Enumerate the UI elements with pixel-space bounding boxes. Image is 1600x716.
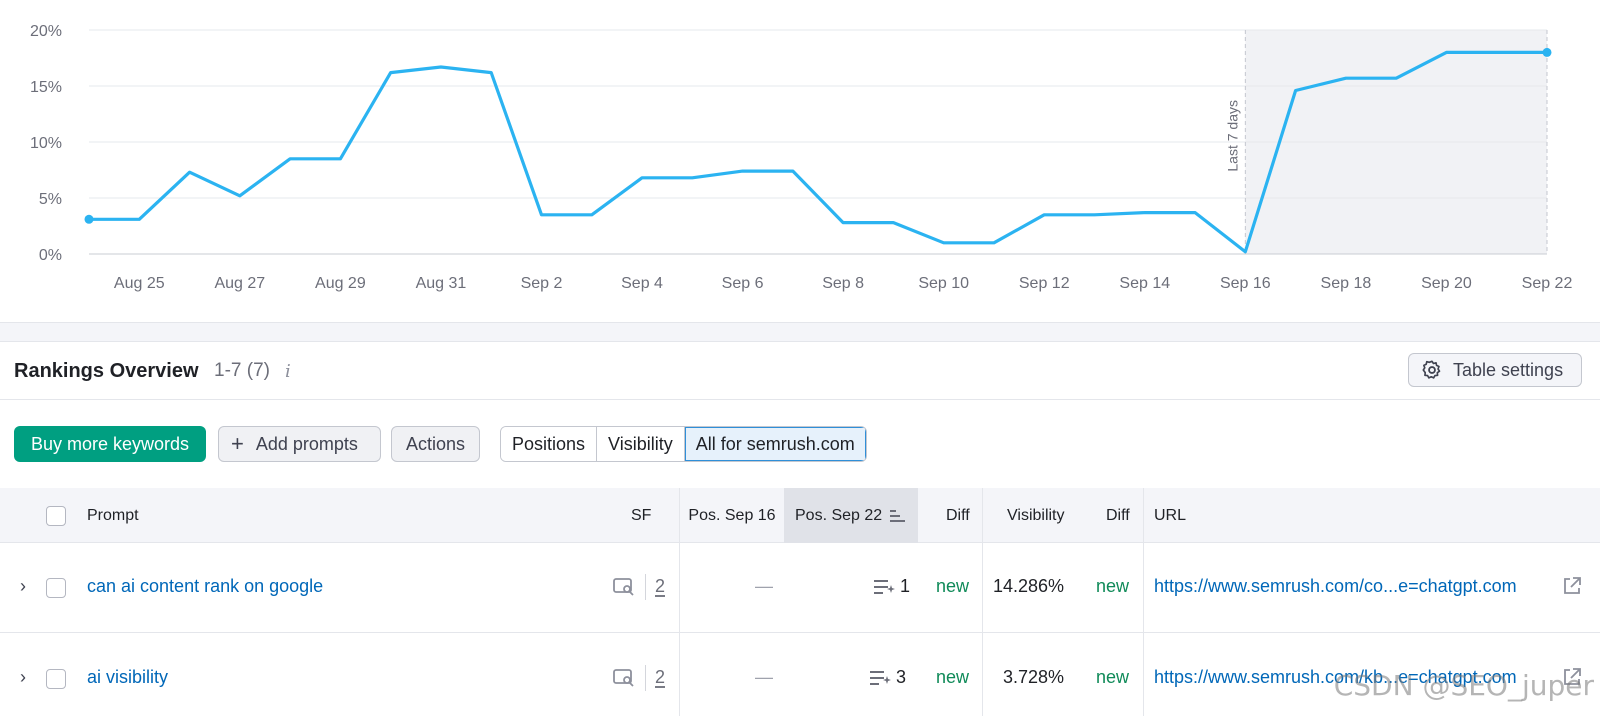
external-link-icon[interactable] [1562,667,1582,687]
row-checkbox[interactable] [46,578,66,598]
header-pos-old[interactable]: Pos. Sep 16 [688,506,776,524]
segment-all-for-domain[interactable]: All for semrush.com [684,427,866,461]
rankings-table: Prompt SF Pos. Sep 16 Pos. Sep 22 Diff V… [0,488,1600,716]
table-header: Prompt SF Pos. Sep 16 Pos. Sep 22 Diff V… [0,488,1600,543]
x-tick-label: Sep 2 [521,275,563,292]
x-tick-label: Sep 12 [1019,275,1070,292]
url-link[interactable]: https://www.semrush.com/co...e=chatgpt.c… [1154,576,1517,596]
ai-prompt-icon [874,578,896,596]
visibility-chart: 0% 5% 10% 15% 20% Last 7 days Aug 25 Aug 27 Aug … [0,0,1600,322]
toolbar: Buy more keywords + Add prompts Actions … [0,400,1600,488]
y-tick-label: 5% [39,191,62,208]
plus-icon: + [231,431,244,456]
watermark: CSDN @SEO_juper [1333,669,1594,702]
x-tick-label: Sep 4 [621,275,663,292]
row-checkbox[interactable] [46,669,66,689]
prompt-link[interactable]: can ai content rank on google [87,576,324,596]
external-link-icon[interactable] [1562,576,1582,596]
serp-preview-icon[interactable] [613,669,635,687]
table-settings-button[interactable]: Table settings [1408,353,1582,387]
y-tick-label: 20% [30,23,62,40]
series-line [87,50,1549,254]
view-segmented-control: Positions Visibility All for semrush.com [500,426,867,462]
table-row: › ai visibility 2 — 3 new 3.728% new htt… [0,634,1600,716]
add-prompts-button[interactable]: + Add prompts [218,426,381,462]
position-diff: new [936,667,970,687]
sf-count[interactable]: 2 [655,576,666,596]
header-pos-new-label: Pos. Sep 22 [795,506,883,524]
sort-icon [890,509,906,522]
column-divider [982,488,983,716]
data-point [84,214,94,224]
serp-preview-icon[interactable] [613,578,635,596]
x-tick-label: Sep 16 [1220,275,1271,292]
select-all-checkbox[interactable] [46,505,66,526]
prompt-link[interactable]: ai visibility [87,667,169,687]
cell-separator [645,665,646,691]
header-diff-visibility[interactable]: Diff [1106,506,1130,524]
x-tick-label: Aug 31 [416,275,467,292]
result-range: 1-7 (7) [214,360,270,381]
header-prompt[interactable]: Prompt [87,506,139,524]
y-tick-label: 10% [30,135,62,152]
visibility-diff: new [1096,667,1130,687]
expand-chevron-icon[interactable]: › [20,667,26,687]
x-tick-label: Aug 29 [315,275,366,292]
page-title: Rankings Overview [14,360,199,382]
table-settings-label: Table settings [1453,359,1564,380]
y-tick-label: 0% [39,247,62,264]
x-tick-label: Sep 8 [822,275,864,292]
gear-icon [1422,360,1441,379]
x-tick-label: Sep 14 [1119,275,1170,292]
cell-separator [645,574,646,600]
rankings-overview-header: Rankings Overview 1-7 (7) i Table settin… [0,342,1600,400]
segment-visibility[interactable]: Visibility [597,427,685,461]
x-tick-label: Sep 22 [1522,275,1573,292]
expand-chevron-icon[interactable]: › [20,576,26,596]
x-tick-label: Aug 27 [214,275,265,292]
y-tick-label: 15% [30,79,62,96]
chart-svg: 0% 5% 10% 15% 20% Last 7 days Aug 25 Aug 27 Aug … [30,23,1573,292]
url-link[interactable]: https://www.semrush.com/kb...e=chatgpt.c… [1154,667,1517,687]
header-sf[interactable]: SF [631,506,652,524]
header-pos-new[interactable]: Pos. Sep 22 [784,488,918,543]
data-point [1542,47,1552,57]
segment-positions[interactable]: Positions [501,427,598,461]
x-tick-label: Sep 10 [918,275,969,292]
x-tick-label: Sep 6 [722,275,764,292]
pos-new-value: 3 [896,667,907,687]
table-row: › can ai content rank on google 2 — 1 ne… [0,543,1600,633]
sf-count[interactable]: 2 [655,667,666,687]
buy-more-keywords-button[interactable]: Buy more keywords [14,426,206,462]
position-diff: new [936,576,970,596]
column-divider [679,488,680,716]
pos-old-value: — [755,576,773,596]
visibility-value: 3.728% [1003,667,1065,687]
visibility-diff: new [1096,576,1130,596]
info-icon[interactable]: i [285,361,291,382]
actions-button[interactable]: Actions [391,426,480,462]
header-url[interactable]: URL [1154,506,1187,524]
add-prompts-label: Add prompts [255,433,358,454]
pos-new-value: 1 [900,576,911,596]
header-visibility[interactable]: Visibility [1007,506,1065,524]
ai-prompt-icon [870,669,892,687]
x-tick-label: Aug 25 [114,275,165,292]
visibility-value: 14.286% [993,576,1065,596]
x-tick-label: Sep 18 [1321,275,1372,292]
x-tick-label: Sep 20 [1421,275,1472,292]
last-7-days-annotation: Last 7 days [1224,100,1240,172]
section-divider [0,322,1600,342]
pos-old-value: — [755,667,773,687]
header-diff-position[interactable]: Diff [946,506,970,524]
column-divider [1143,488,1144,716]
